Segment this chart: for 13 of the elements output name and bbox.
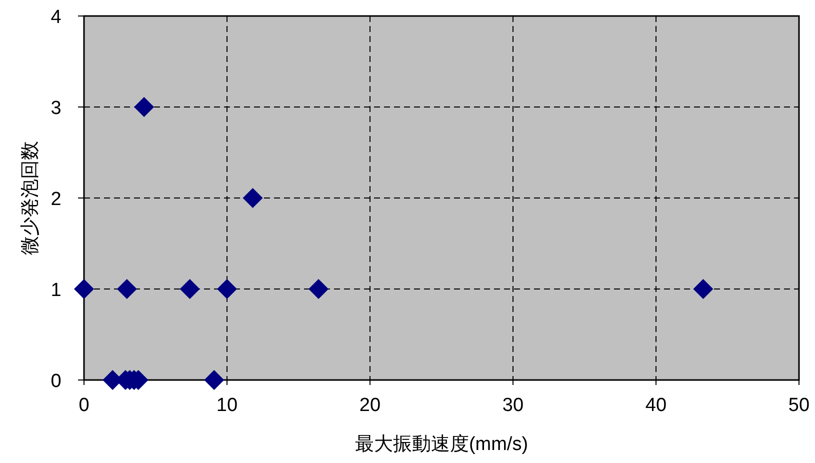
y-axis-title: 微少発泡回数 — [20, 141, 41, 255]
y-tick-label: 0 — [50, 371, 62, 392]
x-tick-label: 50 — [788, 395, 810, 416]
x-tick-label: 40 — [645, 395, 667, 416]
y-tick-label: 3 — [50, 98, 62, 119]
y-tick-label: 1 — [50, 280, 62, 301]
x-tick-label: 10 — [216, 395, 238, 416]
x-axis-title: 最大振動速度(mm/s) — [354, 433, 528, 455]
x-tick-label: 0 — [78, 395, 90, 416]
x-tick-label: 20 — [359, 395, 381, 416]
y-tick-label: 4 — [50, 7, 62, 28]
y-tick-label: 2 — [50, 189, 62, 210]
x-tick-label: 30 — [502, 395, 524, 416]
